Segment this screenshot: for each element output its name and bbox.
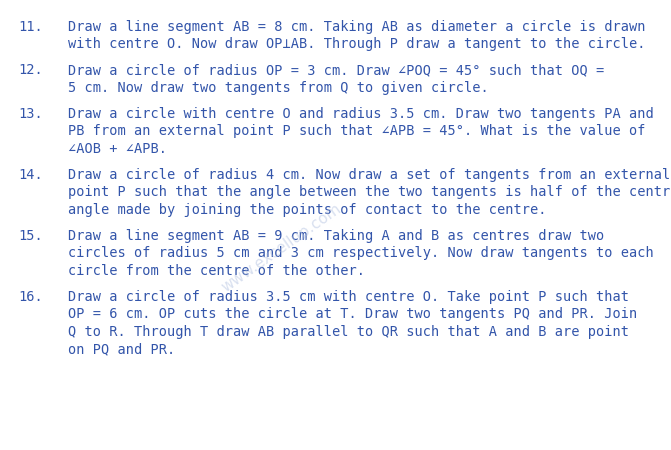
Text: 15.: 15. — [18, 229, 43, 243]
Text: 16.: 16. — [18, 290, 43, 304]
Text: 14.: 14. — [18, 168, 43, 182]
Text: PB from an external point P such that ∠APB = 45°. What is the value of: PB from an external point P such that ∠A… — [68, 124, 646, 138]
Text: circle from the centre of the other.: circle from the centre of the other. — [68, 264, 365, 278]
Text: with centre O. Now draw OP⊥AB. Through P draw a tangent to the circle.: with centre O. Now draw OP⊥AB. Through P… — [68, 37, 646, 51]
Text: www.excellup.com: www.excellup.com — [219, 201, 344, 294]
Text: 11.: 11. — [18, 20, 43, 34]
Text: point P such that the angle between the two tangents is half of the central: point P such that the angle between the … — [68, 185, 671, 199]
Text: Q to R. Through T draw AB parallel to QR such that A and B are point: Q to R. Through T draw AB parallel to QR… — [68, 325, 629, 339]
Text: Draw a circle of radius 3.5 cm with centre O. Take point P such that: Draw a circle of radius 3.5 cm with cent… — [68, 290, 629, 304]
Text: Draw a line segment AB = 8 cm. Taking AB as diameter a circle is drawn: Draw a line segment AB = 8 cm. Taking AB… — [68, 20, 646, 34]
Text: 13.: 13. — [18, 107, 43, 121]
Text: Draw a circle of radius 4 cm. Now draw a set of tangents from an external: Draw a circle of radius 4 cm. Now draw a… — [68, 168, 670, 182]
Text: angle made by joining the points of contact to the centre.: angle made by joining the points of cont… — [68, 203, 546, 217]
Text: Draw a line segment AB = 9 cm. Taking A and B as centres draw two: Draw a line segment AB = 9 cm. Taking A … — [68, 229, 605, 243]
Text: circles of radius 5 cm and 3 cm respectively. Now draw tangents to each: circles of radius 5 cm and 3 cm respecti… — [68, 246, 654, 260]
Text: OP = 6 cm. OP cuts the circle at T. Draw two tangents PQ and PR. Join: OP = 6 cm. OP cuts the circle at T. Draw… — [68, 307, 637, 321]
Text: on PQ and PR.: on PQ and PR. — [68, 342, 175, 356]
Text: Draw a circle with centre O and radius 3.5 cm. Draw two tangents PA and: Draw a circle with centre O and radius 3… — [68, 107, 654, 121]
Text: ∠AOB + ∠APB.: ∠AOB + ∠APB. — [68, 142, 167, 156]
Text: 12.: 12. — [18, 63, 43, 77]
Text: Draw a circle of radius OP = 3 cm. Draw ∠POQ = 45° such that OQ =: Draw a circle of radius OP = 3 cm. Draw … — [68, 63, 605, 77]
Text: 5 cm. Now draw two tangents from Q to given circle.: 5 cm. Now draw two tangents from Q to gi… — [68, 81, 488, 95]
